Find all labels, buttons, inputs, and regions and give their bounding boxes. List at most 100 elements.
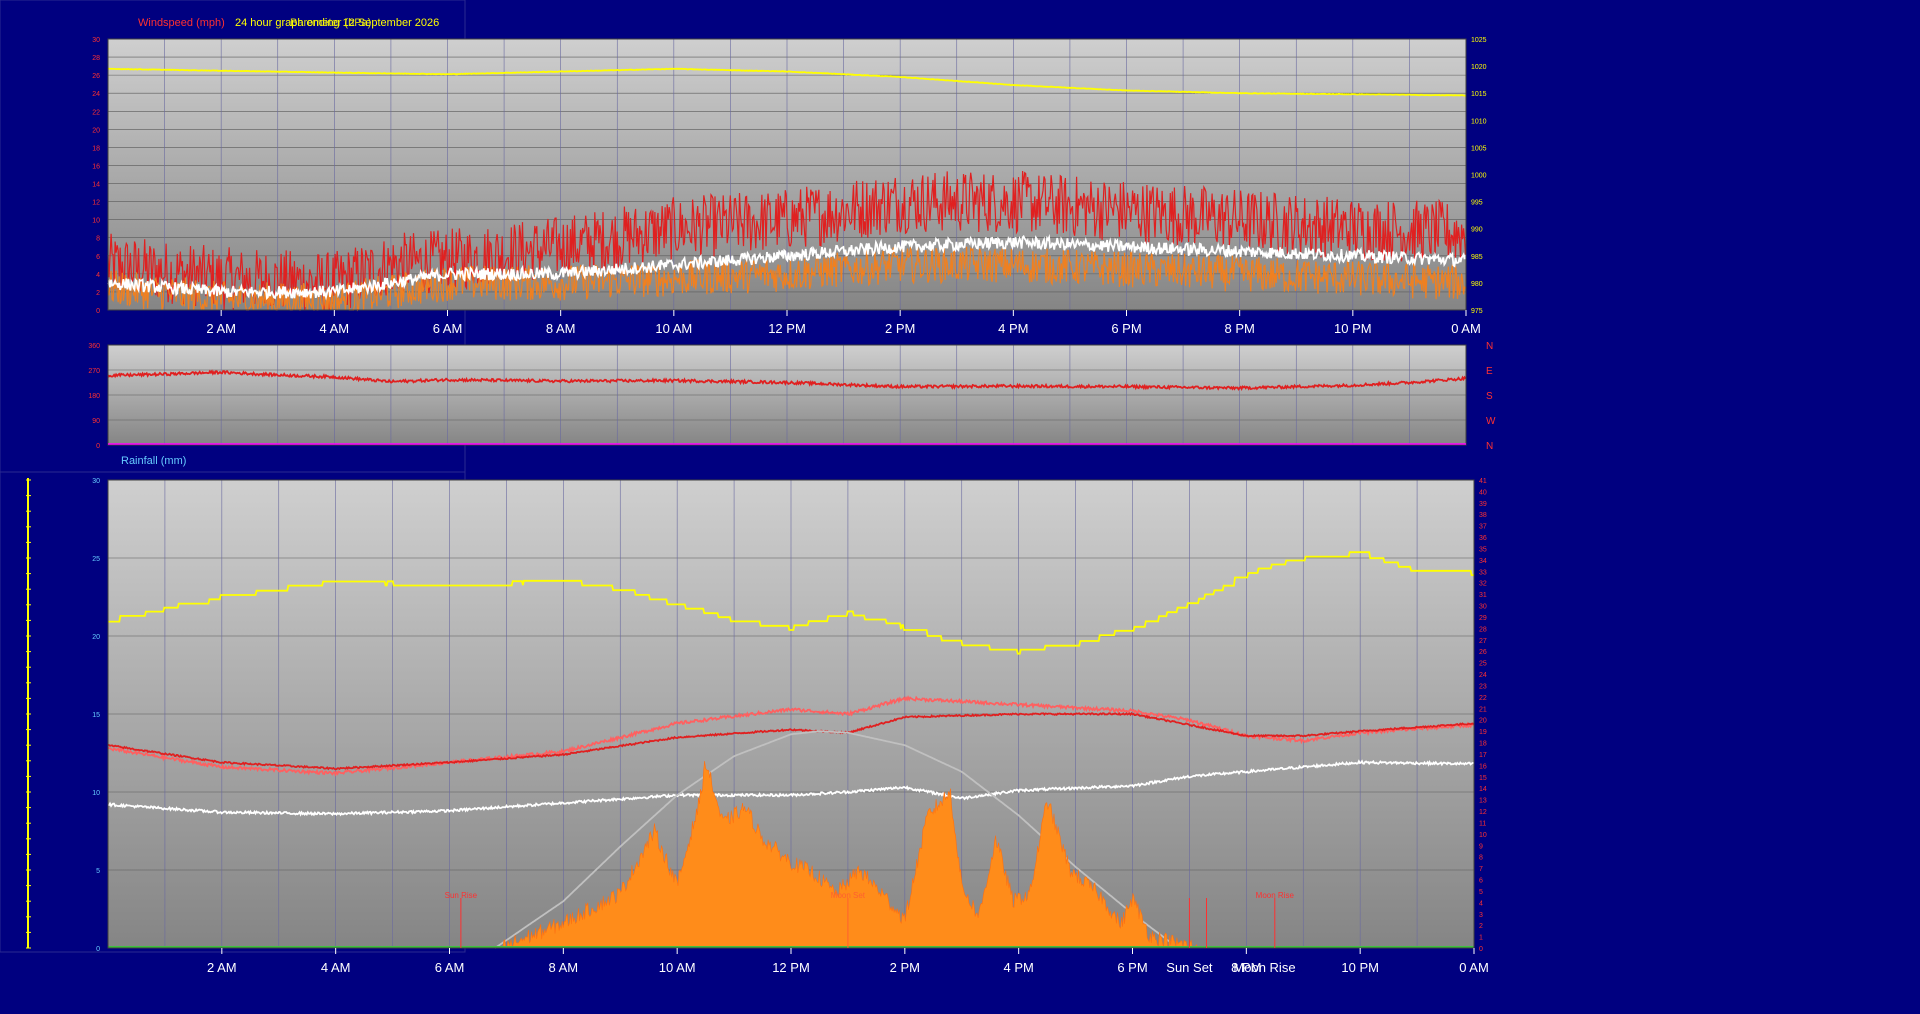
event-label: Moon Rise [1256,891,1295,900]
y-tick-label: 0 [96,308,100,315]
y-tick-label: 5 [96,868,100,875]
x-tick-label: 6 PM [1111,321,1141,336]
y2-tick-label: 1005 [1471,145,1487,152]
y-tick-label: 10 [92,790,100,797]
x-tick-label: 6 AM [433,321,463,336]
y2-tick-label: 14 [1479,786,1487,793]
y-tick-label: 360 [88,343,100,350]
y-tick-label: 6 [96,254,100,261]
y2-tick-label: 29 [1479,615,1487,622]
y2-tick-label: 1000 [1471,173,1487,180]
y2-tick-label: 975 [1471,308,1483,315]
y2-tick-label: 995 [1471,200,1483,207]
y2-tick-label: 15 [1479,775,1487,782]
direction-plot-border [107,344,1467,446]
y2-tick-label: 3 [1479,912,1483,919]
graph-title: 24 hour graph ending 12 September 2026 [235,17,439,29]
y2-tick-label: 985 [1471,254,1483,261]
rainfall-title: Rainfall (mm) [121,455,186,467]
y2-tick-label: 8 [1479,855,1483,862]
wind-time-axis: 2 AM 4 AM 6 AM 8 AM 10 AM 12 PM 2 PM 4 PM 6 PM 8 … [206,310,1481,336]
y2-tick-label: 0 [1479,946,1483,953]
x-tick-label: 2 PM [890,960,920,975]
y2-tick-label: 12 [1479,809,1487,816]
y-tick-label: 14 [92,182,100,189]
event-axis-label: Sun Set [1166,960,1213,975]
y-tick-label: 4 [96,272,100,279]
y2-tick-label: 30 [1479,604,1487,611]
windspeed-title: Windspeed (mph) [138,17,225,29]
x-tick-label: 6 PM [1117,960,1147,975]
y2-tick-label: 1015 [1471,91,1487,98]
y2-tick-label: 32 [1479,581,1487,588]
y-tick-label: 10 [92,218,100,225]
y-tick-label: 0 [96,946,100,953]
y-tick-label: 30 [92,478,100,485]
y2-tick-label: 11 [1479,820,1486,827]
x-tick-label: 10 PM [1341,960,1379,975]
y-tick-label: 26 [92,73,100,80]
y-tick-label: 2 [96,290,100,297]
y-tick-label: 20 [92,634,100,641]
x-tick-label: 8 AM [549,960,579,975]
series-line-wind-3 [107,67,1466,97]
y-tick-label: 28 [92,55,100,62]
y2-tick-label: 22 [1479,695,1487,702]
y2-tick-label: 5 [1479,889,1483,896]
series-line-temperature-2 [107,711,1475,771]
series-line-wind-1 [107,246,1467,312]
y2-tick-label: 35 [1479,546,1487,553]
y2-tick-label: 39 [1479,501,1487,508]
y2-tick-label: 990 [1471,227,1483,234]
y-tick-label: 20 [92,127,100,134]
x-tick-label: 12 PM [768,321,806,336]
series-line-wind-2 [107,233,1467,301]
x-tick-label: 10 AM [659,960,696,975]
x-tick-label: 8 PM [1231,960,1261,975]
y2-tick-label: 28 [1479,626,1487,633]
y2-tick-label: 36 [1479,535,1487,542]
y2-tick-label: 24 [1479,672,1487,679]
event-label: Sun Rise [445,891,478,900]
compass-label: N [1486,341,1493,352]
temperature-left-ticks: 0 5 10 15 20 25 30 [92,478,100,953]
y2-tick-label: 2 [1479,923,1483,930]
x-tick-label: 2 PM [885,321,915,336]
x-tick-label: 8 AM [546,321,576,336]
compass-label: S [1486,391,1493,402]
y2-tick-label: 1025 [1471,37,1487,44]
y-tick-label: 22 [92,109,100,116]
y2-tick-label: 18 [1479,741,1487,748]
x-tick-label: 0 AM [1451,321,1481,336]
compass-label: N [1486,441,1493,452]
x-tick-label: 10 PM [1334,321,1372,336]
y2-tick-label: 38 [1479,512,1487,519]
y2-tick-label: 19 [1479,729,1487,736]
y2-tick-label: 41 [1479,478,1487,485]
y2-tick-label: 34 [1479,558,1487,565]
x-tick-label: 2 AM [206,321,236,336]
y2-tick-label: 1010 [1471,118,1487,125]
x-tick-label: 4 PM [1003,960,1033,975]
y-tick-label: 25 [92,556,100,563]
y2-tick-label: 25 [1479,661,1487,668]
x-tick-label: 4 AM [320,321,350,336]
direction-left-ticks: 0 90 180 270 360 [88,343,100,450]
series-line-temperature-0 [108,551,1474,655]
y2-tick-label: 26 [1479,649,1487,656]
y2-tick-label: 4 [1479,900,1483,907]
event-label: Moon Set [831,891,866,900]
y-tick-label: 270 [88,368,100,375]
y2-tick-label: 16 [1479,763,1487,770]
y2-tick-label: 9 [1479,843,1483,850]
y2-tick-label: 980 [1471,281,1483,288]
direction-chart: 0 90 180 270 360 N W S E N [88,341,1496,452]
temperature-time-axis: 2 AM 4 AM 6 AM 8 AM 10 AM 12 PM 2 PM 4 PM 6 PM 8 … [207,948,1489,975]
y-tick-label: 15 [92,712,100,719]
series-area-temperature-5 [500,761,1201,949]
y2-tick-label: 23 [1479,683,1487,690]
